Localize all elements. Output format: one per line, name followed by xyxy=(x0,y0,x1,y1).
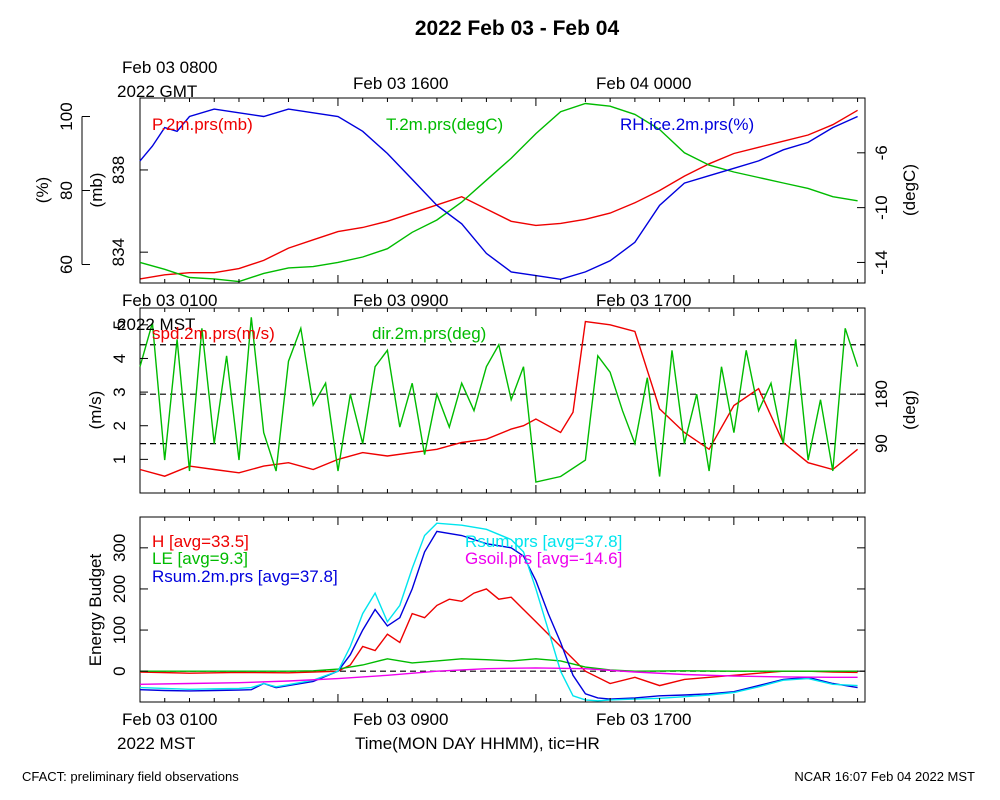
speed-tick-label: 5 xyxy=(110,320,129,329)
axis-label-temperature: (degC) xyxy=(900,164,919,216)
chart-title: 2022 Feb 03 - Feb 04 xyxy=(415,17,620,40)
panel-energy-budget: 0 100 200 300 H [avg=33.5] LE [avg=9.3] Rsu… xyxy=(86,516,866,753)
series-line-4 xyxy=(139,667,858,685)
axis-label-direction: (deg) xyxy=(900,390,919,430)
panel-top-frame xyxy=(139,97,866,284)
top-time-tick-0: Feb 03 0800 xyxy=(122,58,217,77)
footer-right: NCAR 16:07 Feb 04 2022 MST xyxy=(794,769,975,784)
legend-rsum: Rsum.prs [avg=37.8] xyxy=(465,532,622,551)
humidity-tick-label: 80 xyxy=(57,181,76,200)
legend-le: LE [avg=9.3] xyxy=(152,549,248,568)
energy-tick-label: 200 xyxy=(110,575,129,603)
panel-bot-frame xyxy=(139,516,866,703)
axis-label-humidity: (%) xyxy=(33,177,52,203)
direction-tick-label: 90 xyxy=(872,434,891,453)
bot-tz-label: 2022 MST xyxy=(117,734,195,753)
speed-tick-label: 4 xyxy=(110,354,129,363)
legend-rsum-2m: Rsum.2m.prs [avg=37.8] xyxy=(152,567,338,586)
axis-label-energy: Energy Budget xyxy=(86,553,105,666)
axis-label-pressure: (mb) xyxy=(87,173,106,208)
temperature-tick-label: -14 xyxy=(872,250,891,275)
mid-time-tick-0: Feb 03 0100 xyxy=(122,291,217,310)
series-line-0 xyxy=(139,109,858,280)
temperature-tick-label: -6 xyxy=(872,145,891,160)
bot-time-tick-2: Feb 03 1700 xyxy=(596,710,691,729)
pressure-tick-label: 834 xyxy=(109,238,128,266)
humidity-tick-label: 100 xyxy=(57,102,76,130)
panel-wind: 1 2 3 4 5 90 180 Feb 03 0100 Feb 03 0900 Feb 0… xyxy=(86,291,919,494)
series-line-3 xyxy=(139,522,858,702)
bot-time-tick-1: Feb 03 0900 xyxy=(353,710,448,729)
mid-tz-label: 2022 MST xyxy=(117,315,195,334)
speed-tick-label: 3 xyxy=(110,387,129,396)
pressure-tick-label: 838 xyxy=(109,156,128,184)
footer-left: CFACT: preliminary field observations xyxy=(22,769,239,784)
direction-tick-label: 180 xyxy=(872,380,891,408)
series-line-1 xyxy=(140,658,858,672)
humidity-tick-label: 60 xyxy=(57,255,76,274)
mid-time-tick-2: Feb 03 1700 xyxy=(596,291,691,310)
top-time-tick-1: Feb 03 1600 xyxy=(353,74,448,93)
speed-tick-label: 1 xyxy=(110,455,129,464)
top-tz-label: 2022 GMT xyxy=(117,82,197,101)
legend-temperature: T.2m.prs(degC) xyxy=(386,115,503,134)
mid-time-tick-1: Feb 03 0900 xyxy=(353,291,448,310)
legend-humidity: RH.ice.2m.prs(%) xyxy=(620,115,754,134)
legend-speed: spd.2m.prs(m/s) xyxy=(152,324,275,343)
temperature-tick-label: -10 xyxy=(872,195,891,220)
x-axis-title: Time(MON DAY HHMM), tic=HR xyxy=(355,734,600,753)
legend-gsoil: Gsoil.prs [avg=-14.6] xyxy=(465,549,622,568)
legend-pressure: P.2m.prs(mb) xyxy=(152,115,253,134)
energy-tick-label: 100 xyxy=(110,616,129,644)
bot-time-tick-0: Feb 03 0100 xyxy=(122,710,217,729)
axis-label-speed: (m/s) xyxy=(86,391,105,430)
speed-tick-label: 2 xyxy=(110,421,129,430)
energy-tick-label: 0 xyxy=(110,666,129,675)
panel-pressure-temperature-humidity: 60 80 100 834 838 -14 -10 -6 2022 GMT Feb 03 08… xyxy=(33,58,919,284)
series-line-2 xyxy=(139,108,858,281)
legend-direction: dir.2m.prs(deg) xyxy=(372,324,486,343)
energy-tick-label: 300 xyxy=(110,534,129,562)
panel-mid-frame xyxy=(139,307,866,494)
series-line-1 xyxy=(139,102,858,283)
top-time-tick-2: Feb 04 0000 xyxy=(596,74,691,93)
series-line-1 xyxy=(139,317,859,483)
legend-h: H [avg=33.5] xyxy=(152,532,249,551)
